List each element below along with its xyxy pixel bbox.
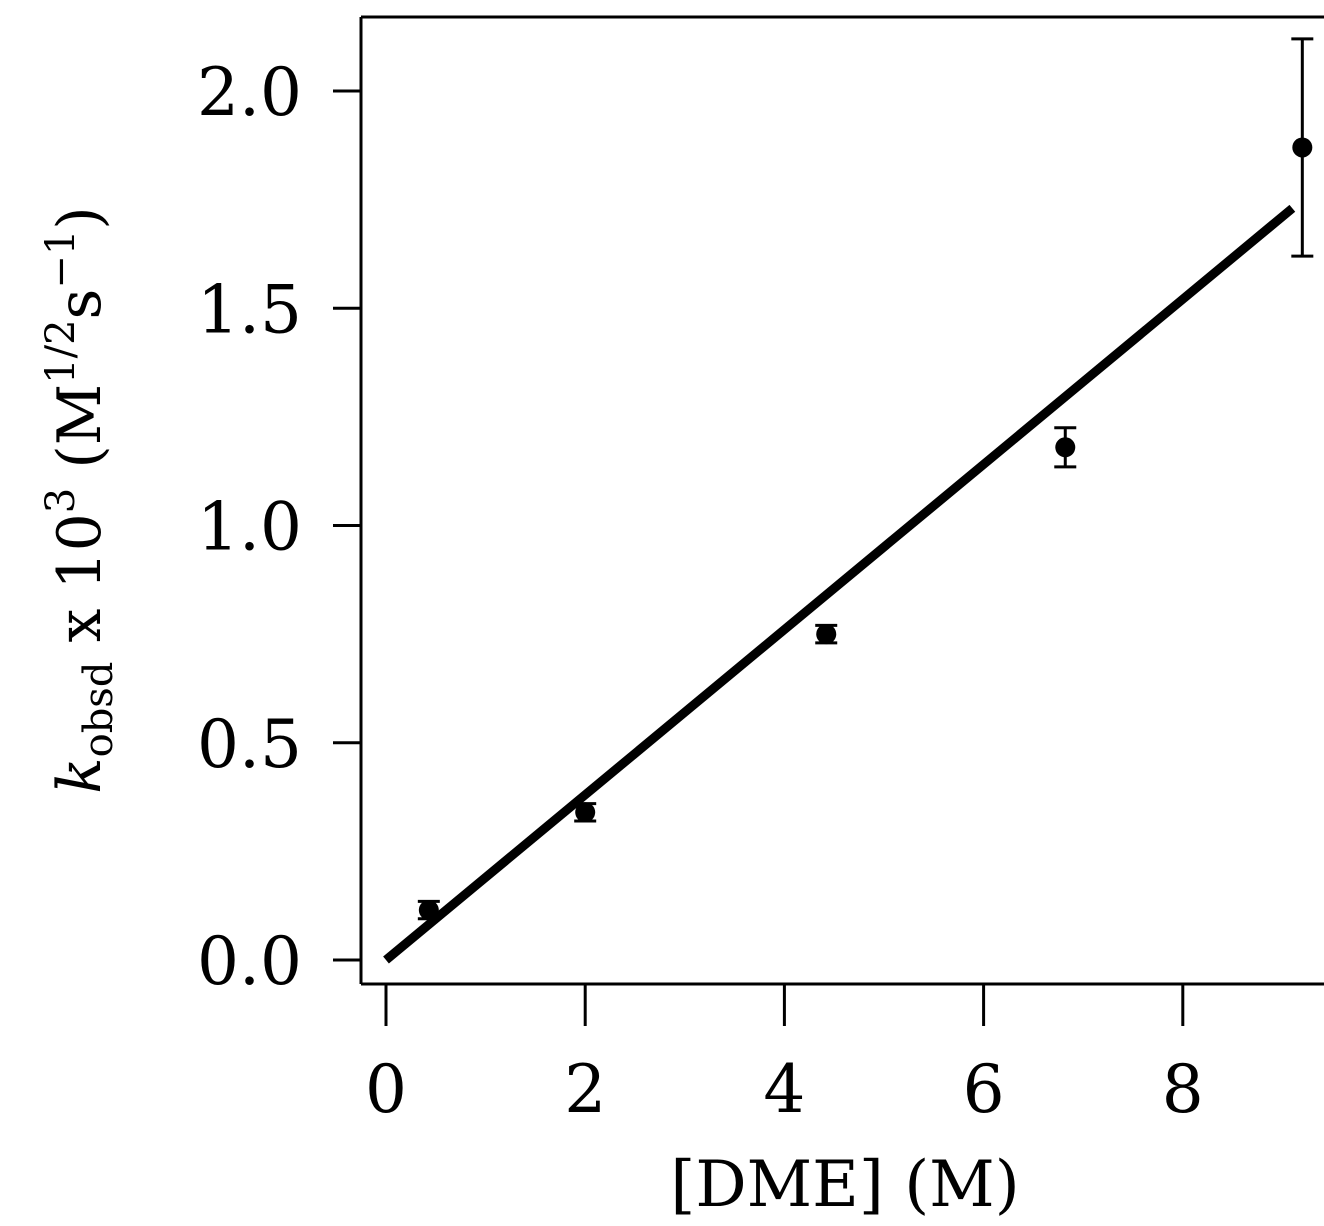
y-label-m-exponent: 1/2 — [38, 319, 84, 383]
y-ticks: 0.0 0.5 1.0 1.5 2.0 — [197, 54, 361, 1000]
data-point — [418, 900, 439, 921]
x-axis-label: [DME] (M) — [670, 1148, 1019, 1222]
data-points — [417, 37, 1314, 921]
y-label-mid: x 10 — [45, 513, 115, 661]
data-point — [1292, 137, 1313, 158]
data-point — [816, 624, 837, 645]
y-axis-label: kobsd x 103 (M1/2s−1) — [38, 206, 122, 793]
x-tick-label: 0 — [365, 1051, 407, 1128]
fit-line-group — [383, 204, 1296, 964]
data-point — [1055, 437, 1076, 458]
y-label-close: ) — [45, 206, 115, 229]
y-tick-label: 0.5 — [197, 706, 302, 783]
y-tick-label: 0.0 — [197, 923, 302, 1000]
data-point — [575, 802, 596, 823]
y-label-s: s — [45, 289, 115, 320]
y-tick-label: 1.5 — [197, 271, 302, 348]
y-label-subscript: obsd — [76, 662, 122, 758]
y-label-s-exponent: −1 — [38, 230, 84, 289]
x-tick-label: 8 — [1162, 1051, 1204, 1128]
y-label-exponent: 3 — [38, 488, 84, 513]
x-tick-label: 6 — [963, 1051, 1005, 1128]
y-label-k: k — [45, 757, 115, 793]
y-tick-label: 1.0 — [197, 489, 302, 566]
y-tick-label: 2.0 — [197, 54, 302, 131]
x-tick-label: 4 — [763, 1051, 805, 1128]
y-label-open: (M — [45, 384, 115, 488]
fit-line — [383, 204, 1296, 964]
x-tick-label: 2 — [564, 1051, 606, 1128]
x-ticks: 0 2 4 6 8 — [365, 984, 1204, 1128]
